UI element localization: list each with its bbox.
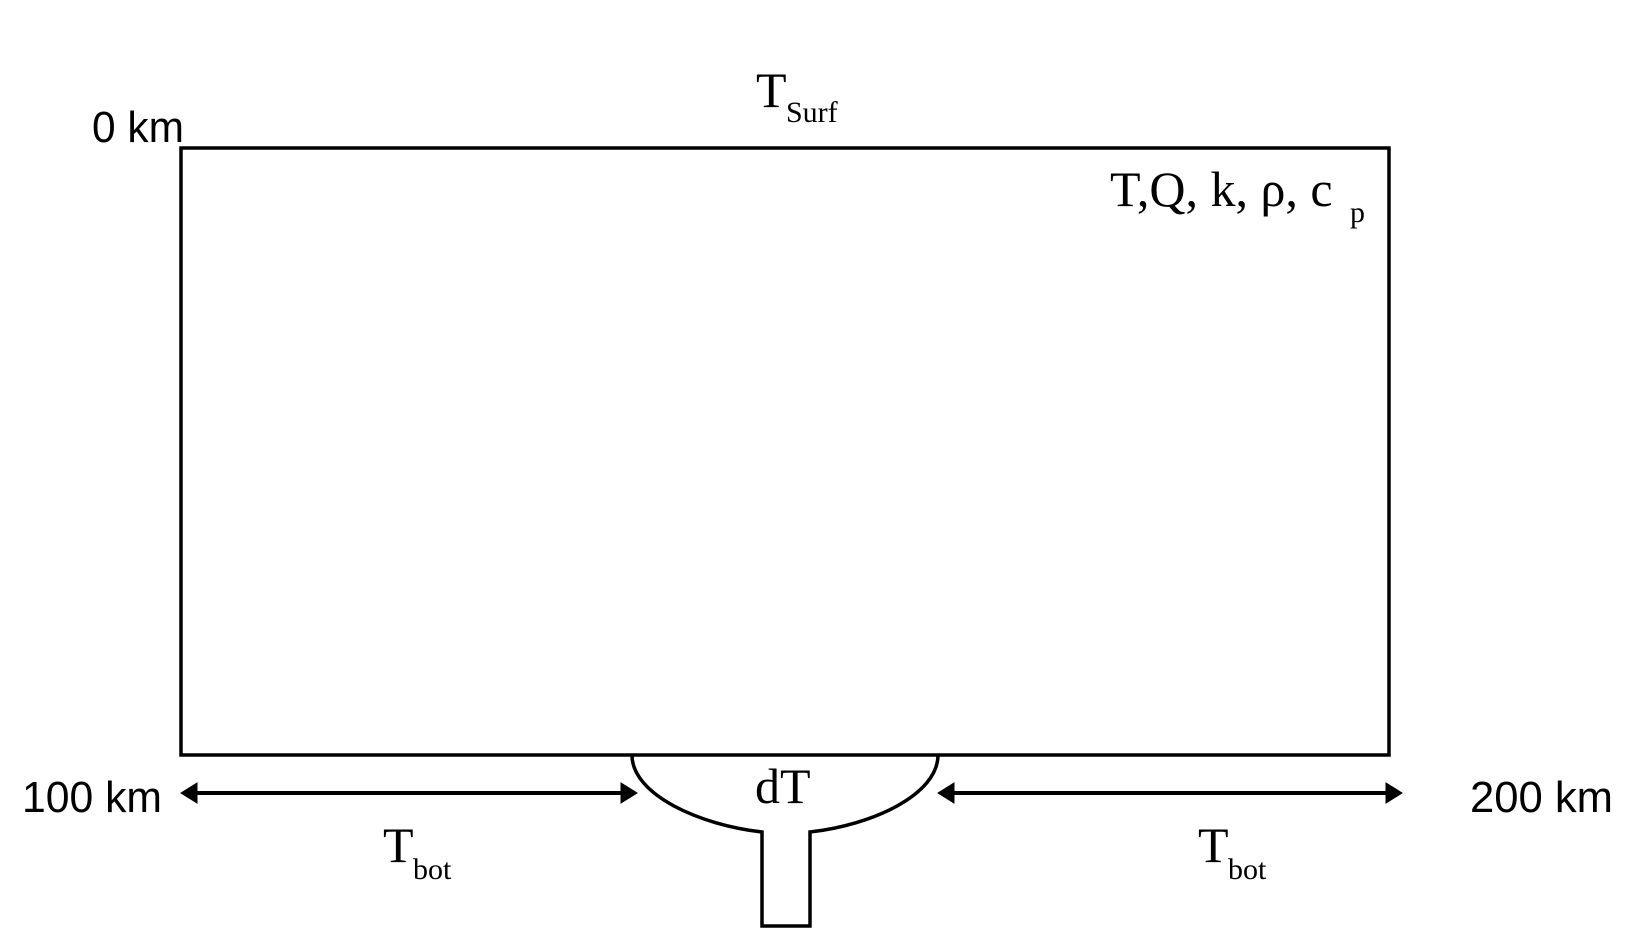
bottom-temperature-left-main: T — [383, 817, 414, 873]
properties-label: T,Q, k, ρ, c p — [1110, 161, 1365, 229]
left-arrowhead-left — [180, 782, 198, 804]
plume-temperature-label: dT — [755, 758, 811, 814]
surface-temperature-label: T Surf — [756, 62, 838, 129]
right-span-arrow — [937, 782, 1403, 804]
model-domain-box — [179, 146, 1391, 757]
right-arrowhead-right — [1385, 782, 1403, 804]
bottom-temperature-right-main: T — [1198, 817, 1229, 873]
properties-main: T,Q, k, ρ, c — [1110, 161, 1333, 217]
bottom-left-depth-label: 100 km — [22, 773, 162, 822]
left-span-arrow — [180, 782, 638, 804]
properties-sub: p — [1350, 196, 1365, 229]
bottom-temperature-right-label: T bot — [1198, 817, 1267, 886]
left-arrowhead-right — [620, 782, 638, 804]
bottom-temperature-right-sub: bot — [1228, 853, 1267, 886]
top-depth-label: 0 km — [92, 103, 184, 152]
bottom-right-depth-label: 200 km — [1470, 773, 1613, 822]
right-arrowhead-left — [937, 782, 955, 804]
bottom-temperature-left-label: T bot — [383, 817, 452, 886]
surface-temperature-sub: Surf — [786, 96, 838, 129]
surface-temperature-main: T — [756, 62, 787, 118]
bottom-temperature-left-sub: bot — [413, 853, 452, 886]
plume-shape — [630, 754, 940, 928]
